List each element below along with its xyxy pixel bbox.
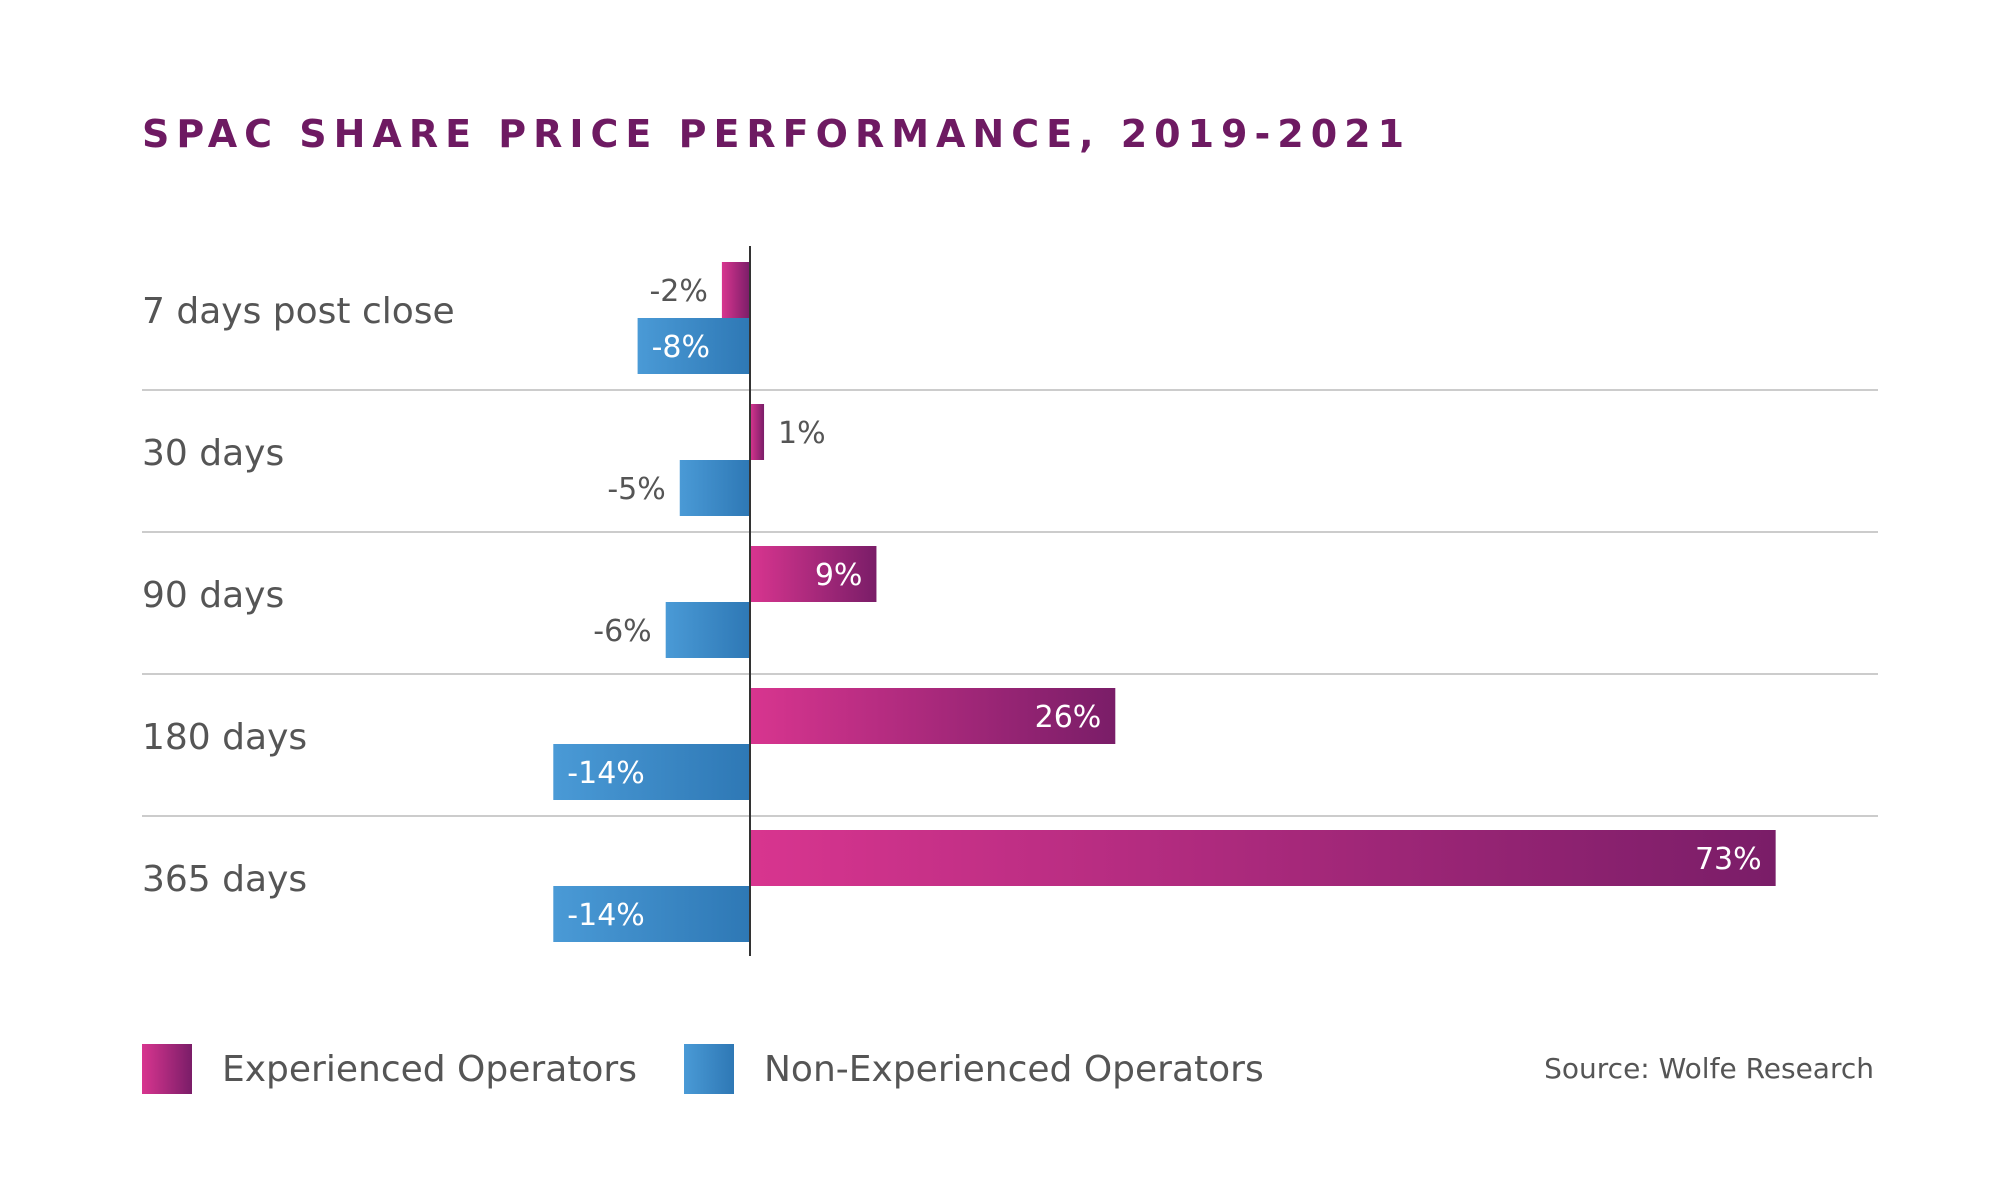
value-label-experienced: 26% bbox=[1035, 700, 1102, 735]
value-label-non-experienced: -14% bbox=[567, 756, 645, 791]
value-label-non-experienced: -8% bbox=[652, 330, 710, 365]
value-label-experienced: 1% bbox=[778, 416, 826, 451]
category-label: 90 days bbox=[142, 575, 284, 616]
bar-experienced bbox=[750, 688, 1116, 744]
category-label: 180 days bbox=[142, 717, 307, 758]
bar-experienced bbox=[721, 262, 750, 318]
legend-label-experienced: Experienced Operators bbox=[222, 1048, 637, 1090]
value-label-non-experienced: -6% bbox=[593, 614, 651, 649]
bar-experienced bbox=[750, 404, 765, 460]
bar-non-experienced bbox=[553, 744, 750, 800]
category-label: 7 days post close bbox=[142, 291, 455, 332]
bar-non-experienced bbox=[553, 886, 750, 942]
value-label-experienced: 73% bbox=[1695, 842, 1762, 877]
legend-item-non-experienced: Non-Experienced Operators bbox=[684, 1044, 1264, 1094]
value-label-non-experienced: -5% bbox=[607, 472, 665, 507]
bar-chart: 7 days post close 30 days 90 days 180 days 3… bbox=[142, 246, 1878, 956]
value-label-non-experienced: -14% bbox=[567, 898, 645, 933]
legend-item-experienced: Experienced Operators bbox=[142, 1044, 637, 1094]
legend-swatch-non-experienced bbox=[684, 1044, 734, 1094]
value-label-experienced: 9% bbox=[815, 558, 863, 593]
legend-label-non-experienced: Non-Experienced Operators bbox=[764, 1048, 1264, 1090]
chart-title: SPAC SHARE PRICE PERFORMANCE, 2019-2021 bbox=[142, 112, 1412, 156]
bar-non-experienced bbox=[679, 460, 750, 516]
source-note: Source: Wolfe Research bbox=[1544, 1052, 1874, 1085]
bar-experienced bbox=[750, 830, 1776, 886]
legend-swatch-experienced bbox=[142, 1044, 192, 1094]
bar-experienced bbox=[750, 546, 877, 602]
category-label: 30 days bbox=[142, 433, 284, 474]
value-label-experienced: -2% bbox=[649, 274, 707, 309]
bar-non-experienced bbox=[665, 602, 750, 658]
category-label: 365 days bbox=[142, 859, 307, 900]
bar-non-experienced bbox=[637, 318, 750, 374]
